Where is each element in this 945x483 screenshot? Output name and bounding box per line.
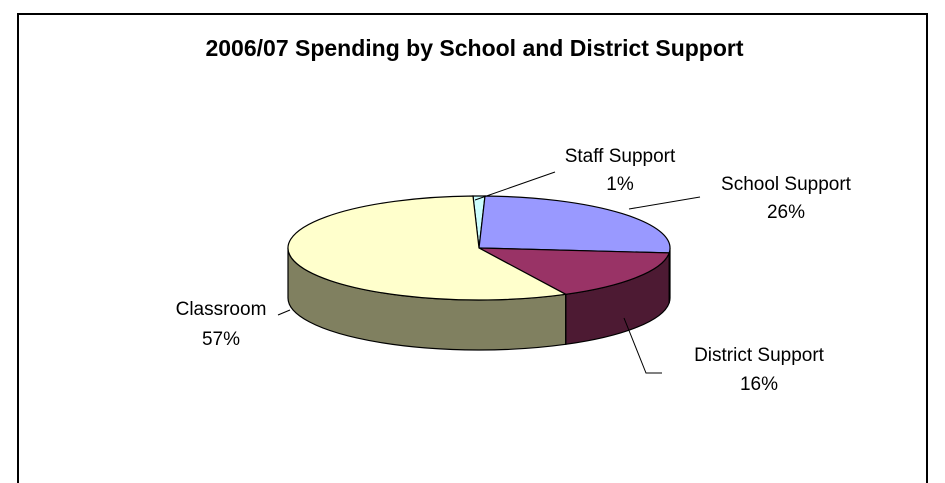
data-label-name-school-support: School Support (721, 174, 852, 195)
pie-slice-classroom (287, 195, 568, 301)
pie-chart: Classroom 57% Staff Support 1% School Suppor… (176, 146, 852, 395)
data-label-name-classroom: Classroom (176, 299, 267, 320)
data-labels: Classroom 57% Staff Support 1% School Suppor… (176, 146, 852, 395)
leader-line-classroom (277, 309, 291, 316)
data-label-name-district-support: District Support (694, 345, 825, 366)
data-label-percent-staff-support: 1% (606, 174, 634, 195)
leader-line-district-support (623, 317, 662, 374)
leader-line-staff-support (474, 171, 556, 201)
leader-line-school-support (628, 196, 701, 210)
pie-tops (287, 195, 671, 301)
leader-lines (277, 171, 701, 374)
pie-slice-district-support (478, 247, 670, 295)
data-label-percent-school-support: 26% (767, 202, 805, 223)
data-label-name-staff-support: Staff Support (565, 146, 676, 167)
chart-title: 2006/07 Spending by School and District … (205, 35, 744, 61)
data-label-percent-district-support: 16% (740, 374, 778, 395)
data-label-percent-classroom: 57% (202, 329, 240, 350)
pie-slice-school-support (478, 195, 671, 254)
